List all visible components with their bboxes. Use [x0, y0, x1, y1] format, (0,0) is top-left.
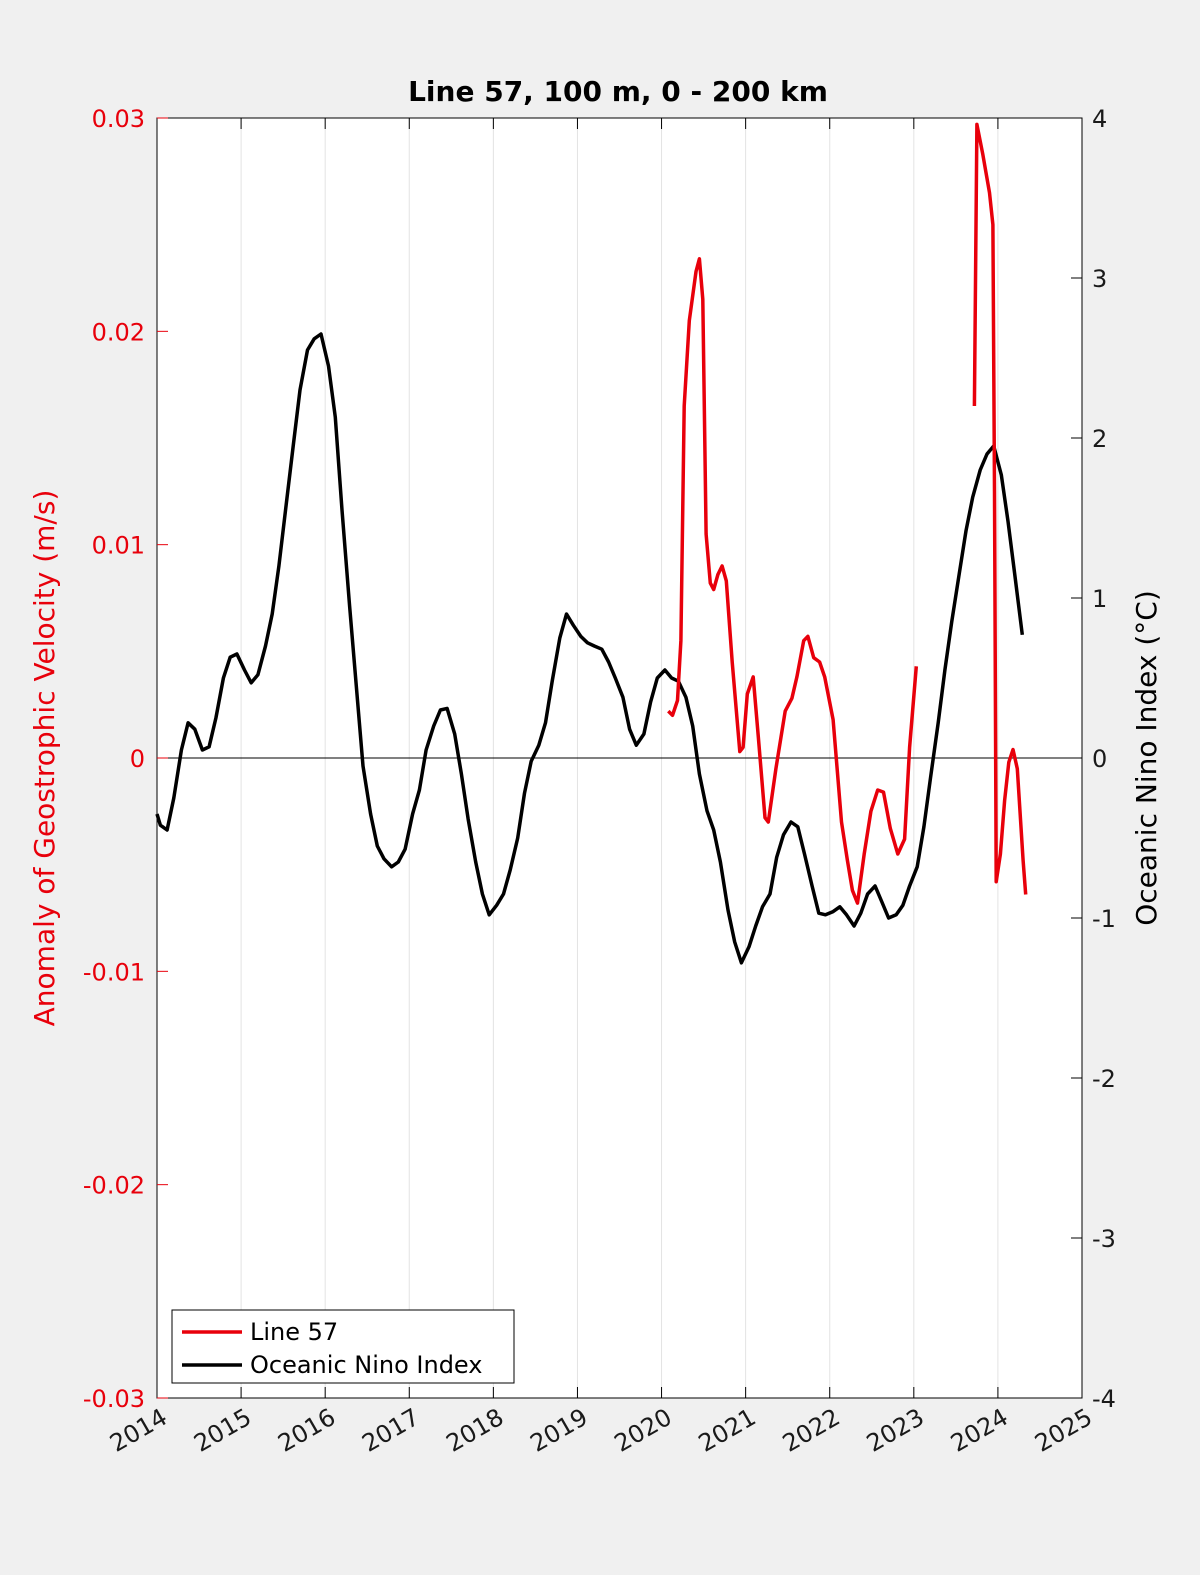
series-line-57-segment-1	[667, 257, 919, 905]
x-tick-label: 2024	[946, 1403, 1013, 1458]
y-right-tick-label: 2	[1092, 425, 1107, 453]
y-right-tick-label: 3	[1092, 265, 1107, 293]
x-tick-label: 2023	[862, 1403, 929, 1458]
legend-box	[171, 1309, 515, 1384]
x-tick-label: 2019	[526, 1403, 593, 1458]
y-right-tick-label: -2	[1092, 1065, 1116, 1093]
y-axis-left: -0.03 -0.02 -0.01 0 0.01 0.02 0.03	[83, 105, 168, 1413]
y-left-tick-label: -0.02	[83, 1172, 145, 1200]
y-left-tick-label: -0.01	[83, 958, 145, 986]
y-right-tick-label: -4	[1092, 1385, 1116, 1413]
y-left-tick-label: 0.02	[92, 318, 145, 346]
y-axis-right-title: Oceanic Nino Index (°C)	[1130, 590, 1163, 926]
legend-oni-label: Oceanic Nino Index	[250, 1351, 482, 1379]
y-left-tick-label: 0.01	[92, 532, 145, 560]
series-line-57-segment-2	[972, 122, 1028, 895]
y-left-tick-label: -0.03	[83, 1385, 145, 1413]
y-right-tick-label: 1	[1092, 585, 1107, 613]
legend: Line 57 Oceanic Nino Index	[171, 1309, 515, 1384]
series-layer	[155, 122, 1028, 965]
y-left-tick-label: 0.03	[92, 105, 145, 133]
y-right-tick-label: -1	[1092, 905, 1116, 933]
x-tick-label: 2020	[610, 1403, 677, 1458]
y-right-tick-label: 4	[1092, 105, 1107, 133]
x-tick-label: 2018	[441, 1403, 508, 1458]
y-right-tick-label: 0	[1092, 745, 1107, 773]
series-oceanic-nino-index	[155, 332, 1025, 965]
x-tick-label: 2025	[1030, 1403, 1097, 1458]
chart-title: Line 57, 100 m, 0 - 200 km	[408, 75, 828, 108]
y-axis-left-title: Anomaly of Geostrophic Velocity (m/s)	[28, 490, 61, 1027]
x-tick-label: 2022	[778, 1403, 845, 1458]
x-tick-label: 2015	[189, 1403, 256, 1458]
x-tick-label: 2017	[357, 1403, 424, 1458]
y-axis-right: -4 -3 -2 -1 0 1 2 3 4	[1071, 105, 1116, 1413]
x-tick-label: 2016	[273, 1403, 340, 1458]
legend-line57-label: Line 57	[250, 1318, 338, 1346]
y-left-tick-label: 0	[130, 745, 145, 773]
x-tick-label: 2021	[694, 1403, 761, 1458]
y-right-tick-label: -3	[1092, 1225, 1116, 1253]
